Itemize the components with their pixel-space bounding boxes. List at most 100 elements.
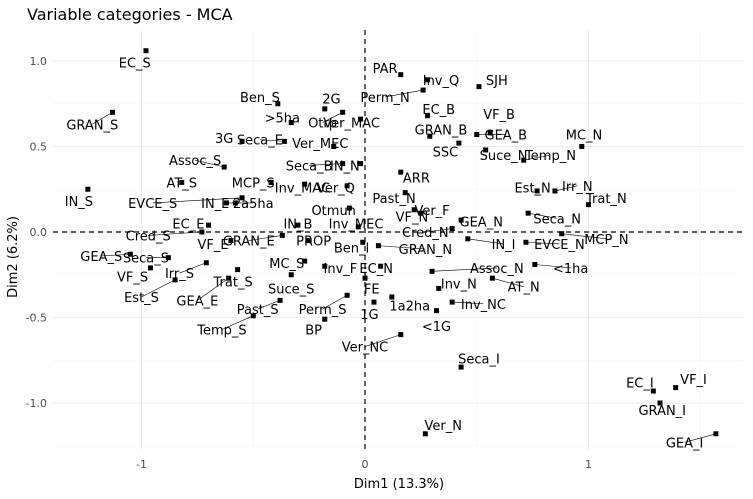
data-point (418, 210, 424, 216)
data-point (371, 299, 377, 305)
point-label: Otrp (308, 117, 337, 132)
point-label: Ver_NC (342, 341, 389, 356)
point-label: Irr_S (165, 267, 194, 282)
data-point (449, 299, 455, 305)
data-point (275, 101, 281, 107)
point-label: IN_E (201, 197, 229, 212)
point-label: <1G (422, 320, 451, 335)
point-label: Ben_I (334, 241, 370, 256)
point-label: GRAN_I (638, 404, 686, 419)
leader-line (452, 301, 484, 305)
leader-line (492, 277, 524, 288)
data-point (232, 200, 238, 206)
data-point (458, 364, 464, 370)
data-point (429, 268, 435, 274)
leader-line (385, 89, 424, 98)
y-tick-label: 0.5 (30, 141, 48, 154)
point-label: Seca_N (533, 212, 581, 227)
data-point (360, 239, 366, 245)
point-label: EC_I (626, 376, 654, 391)
leader-line (322, 295, 348, 310)
data-point (579, 144, 585, 149)
data-point (322, 316, 328, 322)
point-label: GEA_N (460, 216, 503, 231)
point-label: Assoc_S (169, 154, 221, 169)
point-label: Inv_N (441, 277, 477, 292)
point-label: Seca_E (237, 134, 283, 149)
data-point (673, 385, 679, 391)
point-label: GEA_E (176, 294, 218, 309)
leader-line (523, 154, 551, 161)
x-tick-label: 0 (362, 458, 369, 471)
data-point (226, 275, 232, 281)
leader-line (684, 433, 716, 443)
leader-line (148, 231, 202, 236)
data-point (344, 292, 350, 298)
points (85, 48, 719, 437)
point-label: BP (305, 323, 322, 338)
data-point (425, 77, 431, 83)
data-point (179, 179, 185, 185)
data-point (427, 133, 433, 139)
data-point (223, 200, 229, 206)
data-point (362, 275, 368, 281)
data-point (465, 236, 471, 242)
point-label: MC_N (566, 129, 603, 144)
point-label: AT_N (508, 281, 540, 296)
data-point (657, 400, 663, 406)
data-point (586, 202, 591, 208)
point-label: VF_E (197, 238, 228, 253)
point-label: IN_B (283, 217, 312, 232)
data-point (534, 188, 540, 194)
data-point (559, 231, 565, 237)
point-label: Past_S (237, 303, 279, 318)
point-label: Ver_Q (317, 182, 355, 197)
point-label: GRAN_N (399, 243, 452, 258)
data-point (295, 222, 301, 228)
point-label: EVCE_N (534, 238, 585, 253)
leader-line (221, 315, 254, 330)
data-point (109, 109, 115, 115)
tick-labels: -1 0 1 -1.0 -0.5 0.0 0.5 1.0 (26, 55, 592, 471)
data-point (532, 261, 538, 267)
point-label: 1G (360, 308, 378, 323)
point-label: Seca_B (286, 159, 333, 174)
data-point (483, 147, 489, 153)
leader-line (259, 139, 285, 142)
leader-line (179, 262, 207, 274)
point-label: Trat_N (585, 192, 627, 207)
data-point (322, 263, 328, 269)
data-point (199, 229, 205, 235)
data-point (235, 267, 241, 273)
data-point (449, 226, 455, 232)
point-label: Irr_N (562, 180, 593, 195)
point-label: AT_S (166, 176, 197, 191)
data-point (127, 251, 133, 257)
data-point (355, 224, 361, 230)
data-point (288, 120, 294, 126)
point-label: Past_N (372, 192, 415, 207)
data-point (206, 222, 212, 228)
data-point (239, 138, 245, 144)
data-point (143, 48, 149, 54)
point-label: IN_N (330, 159, 360, 174)
data-point (521, 157, 527, 163)
point-label: VF_B (483, 108, 515, 123)
data-point (277, 297, 283, 303)
x-axis-title: Dim1 (13.3%) (354, 477, 444, 492)
y-tick-label: -0.5 (26, 312, 47, 325)
data-point (288, 272, 294, 278)
data-point (302, 258, 308, 264)
data-point (476, 84, 482, 90)
point-label: Inv_NC (461, 298, 506, 313)
data-point (389, 294, 395, 300)
point-label: Temp_S (196, 323, 246, 338)
data-point (487, 130, 493, 136)
data-point (411, 207, 417, 213)
data-point (422, 431, 428, 437)
data-point (398, 332, 404, 338)
point-label: 1a2ha (389, 300, 430, 315)
point-label: EC_B (422, 103, 455, 118)
data-point (375, 243, 381, 249)
leader-line (561, 233, 607, 240)
